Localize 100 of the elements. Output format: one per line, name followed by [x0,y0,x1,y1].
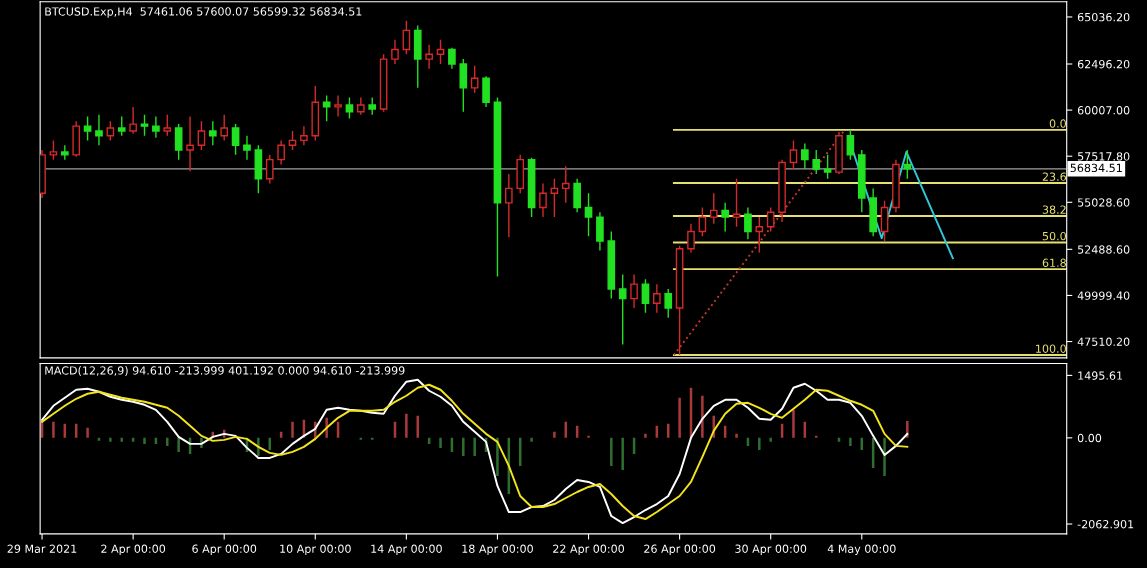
candlestick [220,113,229,142]
candlestick [243,135,251,161]
y-tick-label: -2062.901 [1077,519,1134,529]
candlestick [425,43,433,70]
candlestick [459,58,468,113]
candlestick [630,273,638,309]
candlestick [823,154,832,180]
annotation: 23.6 [1042,172,1067,181]
x-tick-label: 14 Apr 00:00 [371,544,442,556]
chart-title: MACD(12,26,9) 94.610 -213.999 401.192 0.000 94.610 -213.999 [45,366,405,376]
bar [735,433,738,438]
candlestick [470,65,479,94]
candlestick [277,139,285,166]
bar [439,437,442,448]
candlestick [117,115,126,137]
candlestick [83,115,92,142]
candlestick [550,178,559,218]
candlestick [687,223,695,254]
bar [52,421,55,438]
bar [120,437,123,442]
candlestick [903,149,912,180]
candlestick [801,142,809,170]
bar [530,437,533,442]
bar [849,437,852,446]
ref-line-label: 56834.51 [1070,163,1122,173]
y-tick-label: 62496.20 [1077,59,1130,69]
candlestick [755,216,764,254]
annotation: 100.0 [1036,344,1066,353]
bar [883,437,886,476]
candlestick [744,206,752,240]
bar [325,417,328,438]
candlestick [265,154,274,185]
bar [644,433,647,438]
candlestick [208,120,217,146]
y-tick-label: 0.00 [1077,433,1102,443]
bar [758,437,761,450]
bar [553,431,556,438]
candlestick [49,139,58,161]
candlestick [812,149,821,175]
bar [906,421,909,438]
candlestick [174,123,183,161]
candlestick [505,173,513,238]
annotation: 50.0 [1042,231,1066,241]
candlestick [584,192,593,237]
candlestick [721,202,729,233]
bar [769,437,772,442]
bar [678,397,681,438]
x-tick-label: 26 Apr 00:00 [644,544,716,556]
candlestick [766,206,775,233]
x-tick-label: 29 Mar 2021 [7,544,77,553]
bar [405,413,408,438]
bar [86,427,89,438]
candlestick [402,20,411,55]
bar [792,409,795,438]
bar [621,437,624,470]
candlestick [539,182,547,218]
candlestick [653,283,661,314]
candlestick [664,288,673,319]
y-tick-label: 55028.60 [1077,198,1130,207]
candlestick [288,130,297,151]
candlestick [345,96,354,120]
candlestick [618,273,627,346]
x-tick-label: 18 Apr 00:00 [462,544,533,556]
x-tick-label: 30 Apr 00:00 [735,544,807,556]
bar [143,437,146,444]
bar [177,437,180,452]
bar [610,437,613,466]
candlestick [231,123,240,156]
x-tick-label: 2 Apr 00:00 [101,544,166,556]
x-tick-label: 6 Apr 00:00 [192,544,257,556]
y-tick-label: 49999.40 [1077,291,1130,300]
candlestick [60,144,69,161]
bar [291,421,294,438]
x-tick-label: 22 Apr 00:00 [553,544,625,556]
candlestick [641,278,650,314]
bar [268,437,271,450]
y-tick-label: 57517.80 [1077,152,1130,161]
x-tick-label: 4 May 00:00 [827,544,896,556]
bar [109,437,112,442]
y-tick-label: 1495.61 [1078,371,1123,380]
y-tick-label: 65036.20 [1077,12,1130,22]
y-tick-label: 47510.20 [1077,337,1130,346]
candlestick [300,125,308,146]
candlestick [129,106,137,135]
candlestick [140,113,149,137]
candlestick [186,115,194,172]
annotation: 61.8 [1042,258,1066,267]
bar [473,437,476,456]
candlestick [95,113,103,146]
candlestick [448,46,456,70]
y-tick-label: 52488.60 [1077,245,1130,254]
bar [496,437,499,476]
candlestick [709,192,718,225]
candlestick [163,113,172,137]
candlestick [596,211,604,252]
candlestick [561,165,570,204]
bar [462,437,465,456]
candlestick [846,129,855,161]
y-tick-label: 60007.00 [1077,106,1130,115]
candlestick [436,39,445,65]
